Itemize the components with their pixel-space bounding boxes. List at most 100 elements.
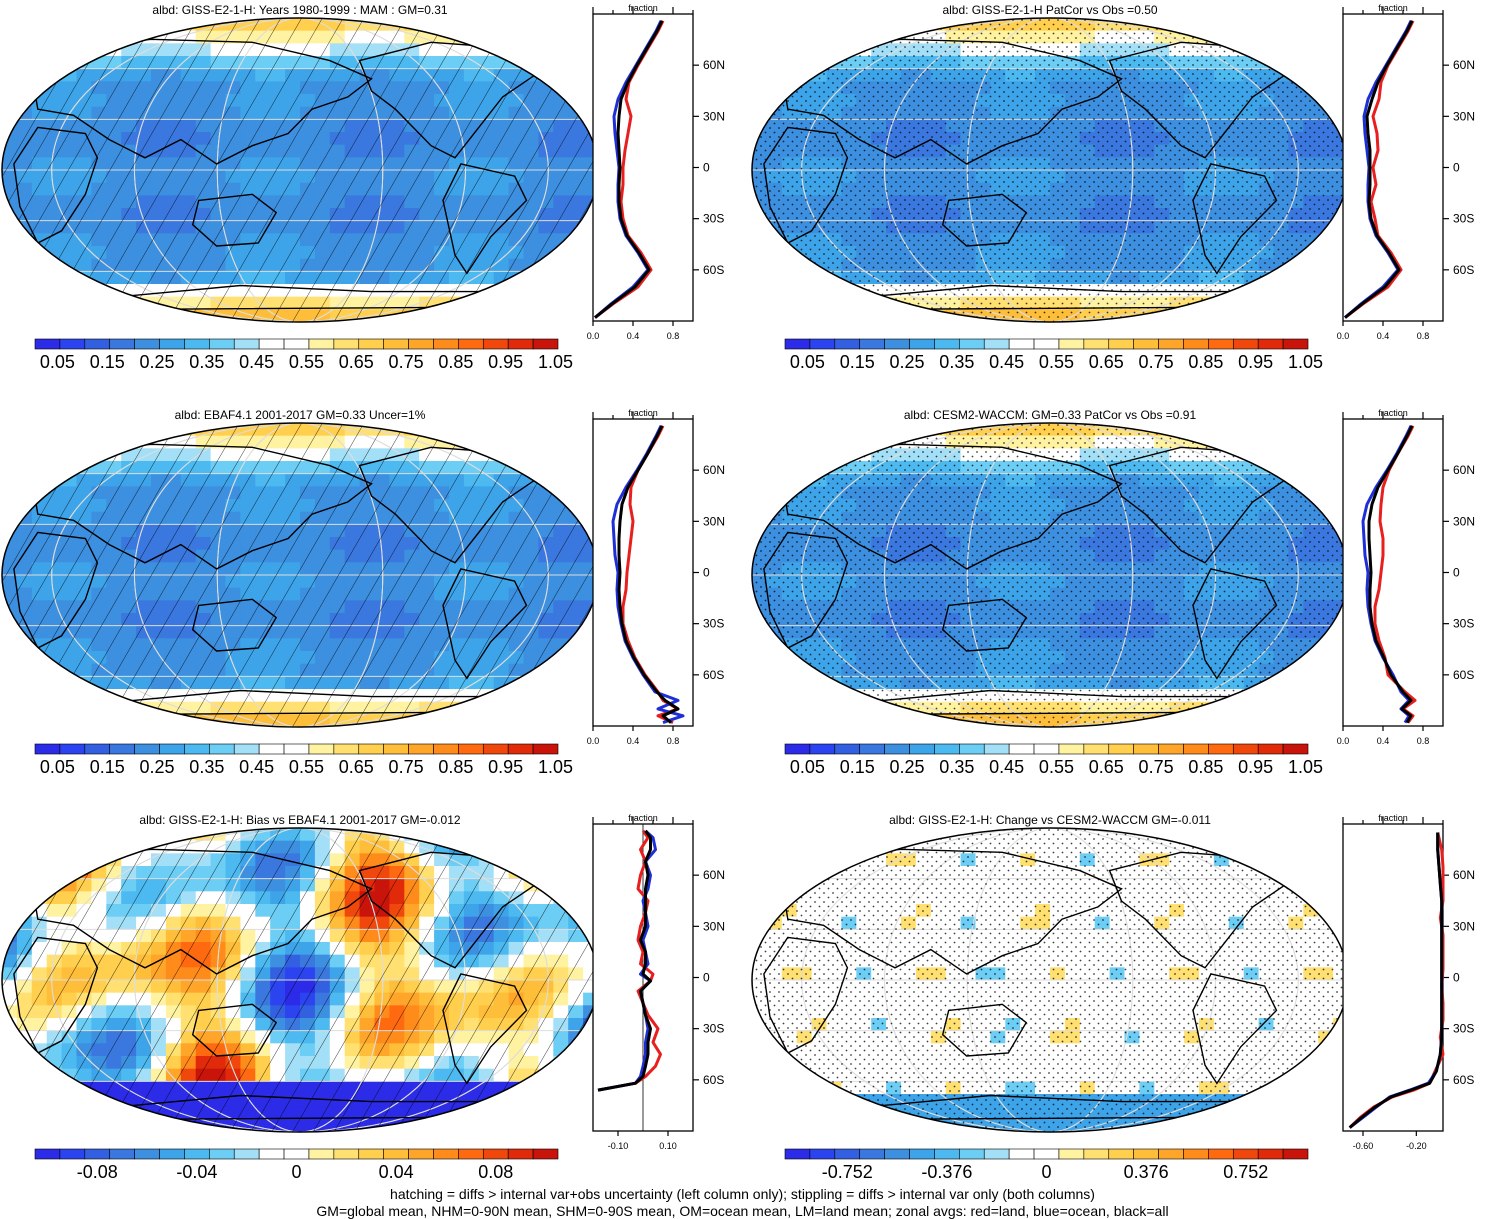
colorbar-swatch xyxy=(309,1149,334,1159)
colorbar-swatch xyxy=(110,339,135,349)
colorbar-swatch xyxy=(433,339,458,349)
colorbar-swatch xyxy=(334,744,359,754)
colorbar-tick-label: 0.05 xyxy=(40,757,75,778)
colorbar xyxy=(785,339,1308,349)
colorbar-swatch xyxy=(810,339,835,349)
colorbar-swatch xyxy=(284,1149,309,1159)
lat-tick-label: 30N xyxy=(703,919,725,933)
colorbar-swatch xyxy=(1109,1149,1134,1159)
colorbar-swatch xyxy=(60,744,85,754)
colorbar-swatch xyxy=(959,744,984,754)
colorbar-swatch xyxy=(984,1149,1009,1159)
lat-tick-label: 30S xyxy=(703,1022,724,1036)
colorbar-swatch xyxy=(359,339,384,349)
colorbar-swatch xyxy=(508,339,533,349)
colorbar-swatch xyxy=(60,339,85,349)
colorbar-swatch xyxy=(110,1149,135,1159)
colorbar-swatch xyxy=(1258,744,1283,754)
colorbar-tick-label: 0 xyxy=(1041,1162,1051,1183)
colorbar-tick-label: 0.75 xyxy=(389,757,424,778)
zonal-xtick-label: -0.20 xyxy=(1406,1141,1427,1151)
colorbar-swatch xyxy=(910,339,935,349)
footer-line-1: hatching = diffs > internal var+obs unce… xyxy=(0,1186,1485,1202)
lat-tick-label: 0 xyxy=(703,566,710,580)
colorbar-swatch xyxy=(1159,339,1184,349)
zonal-xtick-label: 0.10 xyxy=(659,1141,677,1151)
colorbar-swatch xyxy=(835,1149,860,1159)
map-field xyxy=(752,828,1349,1133)
colorbar-tick-label: 0.85 xyxy=(438,757,473,778)
colorbar-swatch xyxy=(1009,1149,1034,1159)
hatching-overlay xyxy=(2,18,598,322)
colorbar-tick-label: 0.95 xyxy=(488,352,523,373)
colorbar-swatch xyxy=(1183,339,1208,349)
colorbar-swatch xyxy=(934,744,959,754)
zonal-xtick-label: -0.60 xyxy=(1353,1141,1374,1151)
colorbar-swatch xyxy=(1183,744,1208,754)
colorbar-swatch xyxy=(785,339,810,349)
colorbar-swatch xyxy=(934,339,959,349)
colorbar-swatch xyxy=(533,339,558,349)
colorbar xyxy=(785,1149,1308,1159)
colorbar-swatch xyxy=(1059,1149,1084,1159)
lat-tick-label: 30N xyxy=(703,109,725,123)
colorbar-swatch xyxy=(60,1149,85,1159)
colorbar-swatch xyxy=(1258,1149,1283,1159)
colorbar xyxy=(785,744,1308,754)
colorbar-swatch xyxy=(1208,339,1233,349)
colorbar-tick-label: 0.35 xyxy=(189,352,224,373)
colorbar-swatch xyxy=(384,744,409,754)
colorbar-swatch xyxy=(209,339,234,349)
colorbar-tick-label: 0.35 xyxy=(939,757,974,778)
colorbar-swatch xyxy=(885,744,910,754)
map-field xyxy=(752,18,1349,323)
colorbar-swatch xyxy=(135,339,160,349)
colorbar-swatch xyxy=(1258,339,1283,349)
colorbar-swatch xyxy=(458,1149,483,1159)
colorbar-swatch xyxy=(85,744,110,754)
colorbar-swatch xyxy=(785,1149,810,1159)
colorbar-swatch xyxy=(1009,744,1034,754)
colorbar-swatch xyxy=(984,339,1009,349)
lat-tick-label: 60N xyxy=(1453,463,1475,477)
colorbar-swatch xyxy=(110,744,135,754)
lat-tick-label: 60N xyxy=(1453,58,1475,72)
map-field xyxy=(2,828,599,1133)
colorbar-tick-label: -0.376 xyxy=(921,1162,972,1183)
colorbar-tick-label: 0.75 xyxy=(389,352,424,373)
zonal-xtick-label: 0.0 xyxy=(587,736,600,746)
colorbar-swatch xyxy=(1084,1149,1109,1159)
zonal-xtick-label: 0.8 xyxy=(667,736,680,746)
colorbar-tick-label: 0.05 xyxy=(40,352,75,373)
zonal-xtick-label: 0.4 xyxy=(627,736,640,746)
colorbar-swatch xyxy=(885,339,910,349)
colorbar-tick-label: 0.95 xyxy=(1238,757,1273,778)
colorbar-tick-label: 1.05 xyxy=(1288,352,1323,373)
colorbar-swatch xyxy=(1034,339,1059,349)
colorbar-swatch xyxy=(1283,339,1308,349)
colorbar-swatch xyxy=(85,339,110,349)
panel-3: albd: EBAF4.1 2001-2017 GM=0.33 Uncer=1%… xyxy=(0,405,735,805)
colorbar-swatch xyxy=(483,1149,508,1159)
colorbar-swatch xyxy=(284,744,309,754)
colorbar-swatch xyxy=(259,744,284,754)
lat-tick-label: 30S xyxy=(1453,212,1474,226)
colorbar-swatch xyxy=(1059,339,1084,349)
colorbar-swatch xyxy=(135,1149,160,1159)
stippling-overlay xyxy=(752,18,1348,322)
colorbar-tick-label: 0.35 xyxy=(939,352,974,373)
colorbar-tick-label: 0.65 xyxy=(1089,352,1124,373)
colorbar-swatch xyxy=(1183,1149,1208,1159)
colorbar-tick-label: 0.95 xyxy=(1238,352,1273,373)
